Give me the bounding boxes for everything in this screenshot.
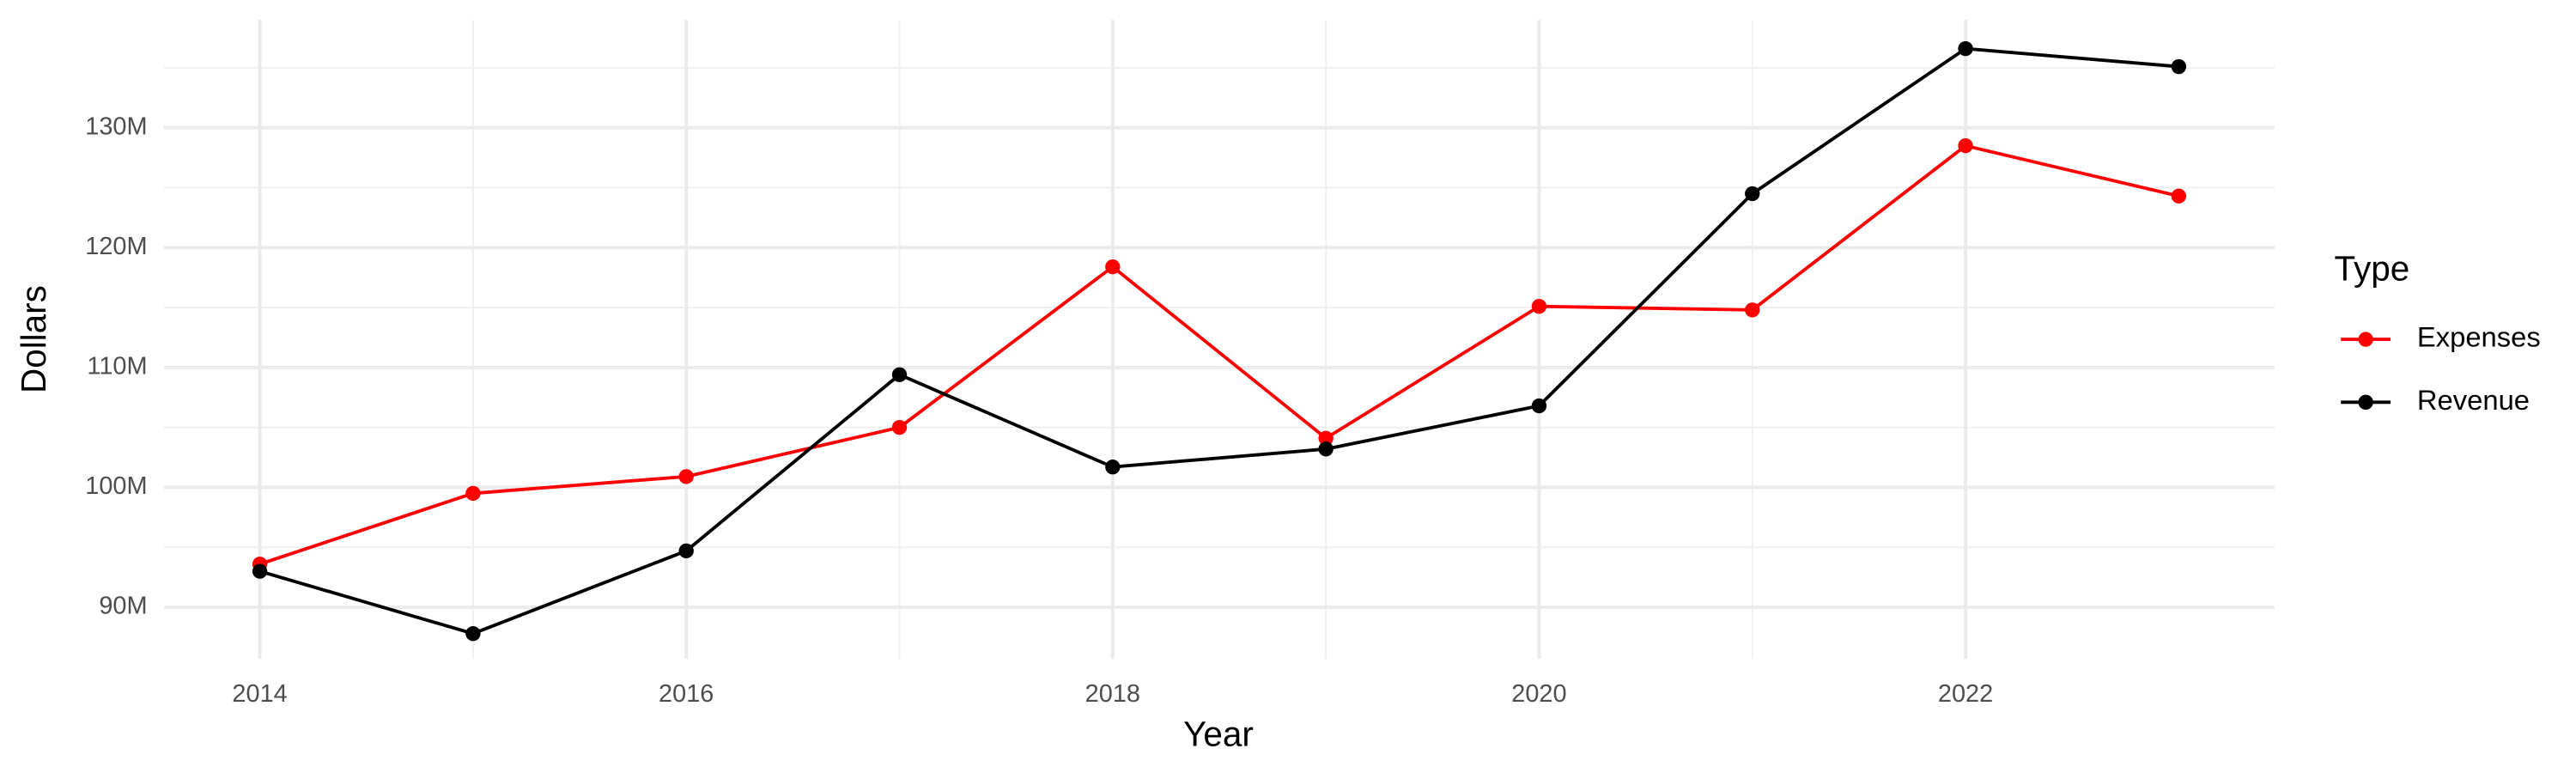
data-point — [1318, 430, 1334, 446]
data-point — [891, 419, 908, 435]
data-point — [1318, 441, 1334, 457]
data-point — [465, 485, 481, 502]
data-point — [2171, 58, 2187, 75]
data-point — [1745, 302, 1760, 318]
series-line — [259, 143, 2179, 566]
plot — [252, 40, 2187, 642]
legend-label: Expenses — [2417, 321, 2541, 353]
data-point — [1958, 138, 1973, 154]
legend-title: Type — [2335, 249, 2410, 289]
legend-label: Revenue — [2417, 384, 2530, 416]
x-tick-label: 2018 — [1085, 680, 1140, 708]
x-tick-label: 2020 — [1511, 680, 1566, 708]
data-point — [465, 626, 481, 642]
x-axis-title: Year — [1183, 714, 1254, 753]
y-tick-label: 110M — [87, 353, 147, 380]
y-tick-label: 90M — [99, 593, 147, 620]
grid: 2014 2016 2018 2020 2022 90M 100M 110M 120M 130M — [85, 20, 2275, 708]
data-point — [1531, 398, 1547, 414]
legend-swatch — [2358, 332, 2373, 347]
x-tick-label: 2022 — [1938, 680, 1993, 708]
data-point — [678, 543, 694, 559]
data-point — [1105, 460, 1121, 475]
y-tick-label: 100M — [85, 472, 147, 500]
series-line — [259, 46, 2179, 636]
legend-swatch — [2358, 394, 2373, 410]
x-tick-label: 2016 — [659, 680, 714, 708]
data-point — [1531, 299, 1547, 314]
data-point — [252, 563, 268, 579]
data-point — [1745, 186, 1760, 202]
y-tick-label: 130M — [85, 113, 147, 140]
data-point — [2171, 188, 2187, 204]
data-point — [891, 367, 908, 382]
data-point — [678, 469, 694, 484]
data-point — [1958, 40, 1973, 57]
y-axis-title: Dollars — [14, 285, 53, 393]
data-point — [1105, 259, 1121, 275]
x-tick-label: 2014 — [232, 680, 287, 708]
y-tick-label: 120M — [85, 233, 147, 260]
